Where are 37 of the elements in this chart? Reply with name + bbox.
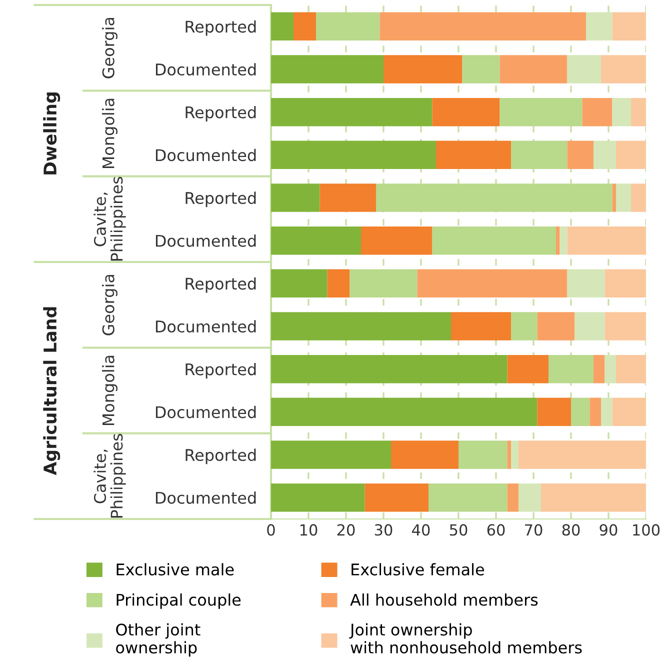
x-tick-label: 80 <box>562 524 580 536</box>
x-tick-label: 70 <box>525 524 542 536</box>
y-tick-label: Documented <box>156 320 256 333</box>
x-tick-label: 60 <box>487 524 505 536</box>
text: Cavite, Philippines <box>94 176 126 261</box>
y-tick-label: Reported <box>186 363 256 378</box>
text: Georgia <box>102 18 118 78</box>
text: Mongolia <box>102 98 118 168</box>
y-tick-label: Reported <box>186 20 256 36</box>
y-tick-label: Documented <box>156 492 256 504</box>
legend-label: Other joint ownership <box>116 623 200 657</box>
legend-label: Exclusive female <box>352 563 484 576</box>
y-tick-label: Documented <box>156 148 256 162</box>
x-tick-label: 90 <box>600 524 618 536</box>
x-tick-label: 100 <box>633 524 660 536</box>
text: Dwelling <box>43 92 60 174</box>
x-tick-label: 0 <box>267 524 275 536</box>
x-tick-label: 50 <box>450 524 468 536</box>
y-tick-label: Documented <box>156 234 256 247</box>
x-tick-label: 40 <box>412 524 430 536</box>
y-tick-label: Reported <box>186 106 256 122</box>
legend-label: All household members <box>350 593 538 606</box>
y-tick-label: Documented <box>156 406 256 418</box>
text: Agricultural Land <box>43 307 60 476</box>
text: Mongolia <box>102 356 118 426</box>
legend-label: Joint ownership with nonhousehold members <box>349 623 582 654</box>
text: Georgia <box>102 274 118 336</box>
y-tick-label: Documented <box>156 63 256 76</box>
text: Cavite, Philippines <box>94 434 126 518</box>
y-tick-label: Reported <box>186 277 256 293</box>
legend-label: Exclusive male <box>116 563 234 576</box>
x-tick-label: 10 <box>300 524 318 536</box>
x-tick-label: 20 <box>337 524 355 536</box>
y-tick-label: Reported <box>186 192 256 208</box>
y-tick-label: Reported <box>186 448 256 464</box>
x-tick-label: 30 <box>374 524 392 536</box>
legend-label: Principal couple <box>116 593 241 609</box>
